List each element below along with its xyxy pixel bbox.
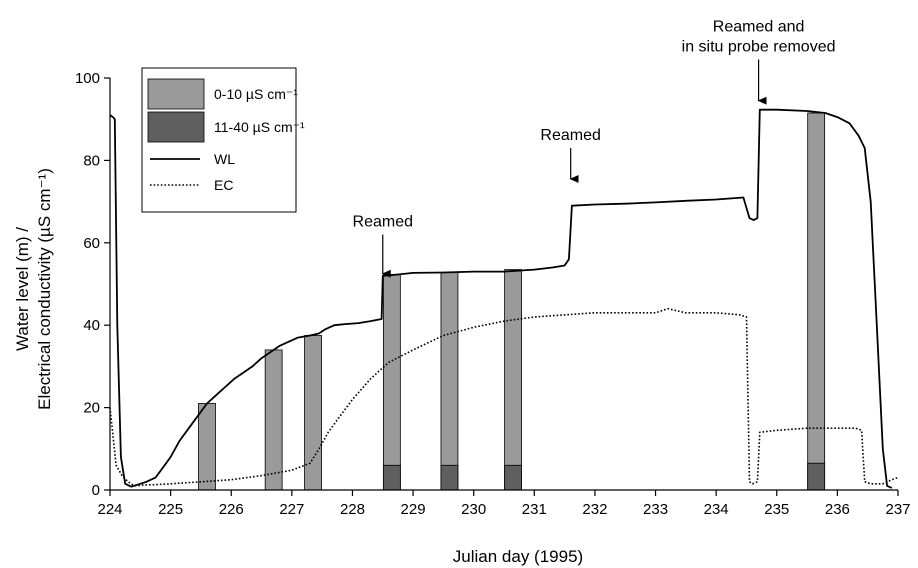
x-tick-label: 237 xyxy=(885,501,910,518)
legend-label: WL xyxy=(214,151,235,167)
annotation-label: Reamed and xyxy=(713,18,805,35)
y-tick-label: 40 xyxy=(83,317,100,334)
series-ec-line xyxy=(109,307,899,487)
x-tick-label: 229 xyxy=(401,501,426,518)
y-tick-label: 0 xyxy=(92,482,100,499)
bars-layer xyxy=(198,112,826,491)
x-tick-label: 226 xyxy=(219,501,244,518)
x-tick-label: 227 xyxy=(279,501,304,518)
y-tick-label: 80 xyxy=(83,152,100,169)
legend-label: 0-10 µS cm⁻¹ xyxy=(214,86,298,102)
x-tick-label: 230 xyxy=(461,501,486,518)
legend-swatch-bar xyxy=(147,78,205,110)
bar-dark-6 xyxy=(807,462,826,491)
bar-light-4 xyxy=(440,272,459,491)
y-tick-label: 100 xyxy=(75,70,100,87)
legend-label: 11-40 µS cm⁻¹ xyxy=(214,119,305,135)
bar-dark-5 xyxy=(504,464,522,491)
annotation-label: in situ probe removed xyxy=(682,38,836,55)
y-tick-label: 60 xyxy=(83,235,100,252)
x-tick-label: 233 xyxy=(643,501,668,518)
x-tick-label: 225 xyxy=(158,501,183,518)
y-axis-title-line2: Electrical conductivity (µS cm⁻¹) xyxy=(35,168,54,410)
y-axis-title-line1: Water level (m) / xyxy=(13,227,32,351)
annotations-layer: Reamed Reamed Reamed and in situ probe remo… xyxy=(353,18,836,278)
bar-light-3 xyxy=(382,274,401,491)
x-tick-label: 234 xyxy=(704,501,729,518)
x-tick-label: 235 xyxy=(764,501,789,518)
bar-light-2 xyxy=(304,335,322,491)
bar-light-6 xyxy=(807,112,826,491)
y-axis-title: Water level (m) / Electrical conductivit… xyxy=(13,168,54,410)
bar-dark-4 xyxy=(440,464,459,491)
x-tick-label: 236 xyxy=(825,501,850,518)
bar-dark-3 xyxy=(382,464,401,491)
x-tick-label: 232 xyxy=(582,501,607,518)
legend: 0-10 µS cm⁻¹ 11-40 µS cm⁻¹ WL EC xyxy=(141,67,305,213)
series-wl-line xyxy=(109,108,893,489)
legend-label: EC xyxy=(214,177,233,193)
x-axis-title: Julian day (1995) xyxy=(453,547,583,566)
bar-light-5 xyxy=(504,269,522,491)
lines-layer xyxy=(109,108,899,489)
y-tick-label: 20 xyxy=(83,400,100,417)
annotation-label: Reamed xyxy=(540,127,600,144)
x-tick-label: 231 xyxy=(522,501,547,518)
legend-swatch-bar xyxy=(147,111,205,143)
axes-layer: 224 225 226 227 228 229 230 231 232 233 234 235 236 2… xyxy=(75,70,911,518)
x-tick-label: 228 xyxy=(340,501,365,518)
annotation-label: Reamed xyxy=(353,214,413,231)
bar-light-1 xyxy=(264,349,283,491)
bar-light-0 xyxy=(198,403,216,491)
x-tick-label: 224 xyxy=(97,501,122,518)
